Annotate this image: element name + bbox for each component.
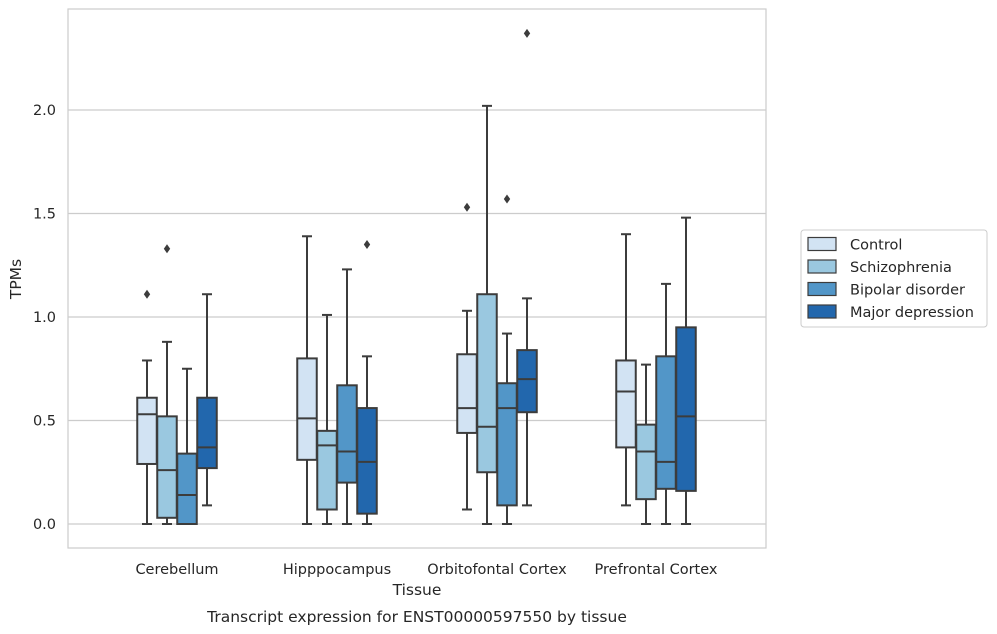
outlier-marker <box>163 244 171 254</box>
box-group <box>496 194 518 525</box>
box <box>196 396 218 470</box>
x-tick-label: Prefrontal Cortex <box>595 562 718 578</box>
box-group <box>196 293 218 507</box>
x-axis-label: Tissue <box>392 581 442 599</box>
box-group <box>296 235 318 525</box>
plot-frame <box>67 8 767 549</box>
legend-label: Major depression <box>850 305 974 321</box>
box-group <box>316 313 338 525</box>
outlier-marker <box>143 289 151 299</box>
box-group <box>635 363 657 525</box>
legend-items: Control Schizophrenia Bipolar disorder Majo… <box>807 236 974 321</box>
outlier-marker <box>503 194 511 204</box>
outlier-marker <box>523 28 531 38</box>
legend-label: Bipolar disorder <box>850 283 965 299</box>
y-axis-label: TPMs <box>7 259 25 300</box>
box <box>516 349 538 414</box>
box <box>176 452 198 525</box>
box <box>296 357 318 461</box>
box <box>156 415 178 519</box>
box-group <box>156 244 178 525</box>
box <box>496 382 518 507</box>
box-group <box>675 216 697 525</box>
y-tick-label: 2.0 <box>33 103 56 119</box>
box-group <box>336 268 358 525</box>
box-group <box>516 28 538 507</box>
x-tick-label: Cerebellum <box>135 562 218 578</box>
legend-swatch <box>807 259 837 274</box>
box <box>675 326 697 492</box>
y-tick-label: 0.0 <box>33 517 56 533</box>
outlier-marker <box>463 202 471 212</box>
x-tick-label: Hipppocampus <box>283 562 391 578</box>
box-group <box>136 289 158 525</box>
box <box>456 353 478 434</box>
box <box>356 407 378 515</box>
box-plots <box>136 28 697 525</box>
legend-swatch <box>807 304 837 319</box>
y-tick-label: 1.0 <box>33 310 56 326</box>
box-group <box>615 233 637 507</box>
figure-caption: Transcript expression for ENST0000059755… <box>206 608 627 626</box>
box <box>336 384 358 484</box>
box-group <box>176 367 198 525</box>
box-group <box>476 104 498 525</box>
x-tick-labels: Cerebellum Hipppocampus Orbitofontal Corte… <box>135 562 717 578</box>
legend-swatch <box>807 236 837 252</box>
box <box>615 359 637 449</box>
y-tick-labels: 0.0 0.5 1.0 1.5 2.0 <box>33 103 56 533</box>
legend: Control Schizophrenia Bipolar disorder Majo… <box>800 229 988 328</box>
y-tick-label: 1.5 <box>33 207 56 223</box>
box <box>655 355 677 490</box>
legend-swatch <box>807 281 837 297</box>
legend-frame <box>800 229 988 328</box>
box <box>136 396 158 465</box>
box <box>316 429 338 511</box>
legend-label: Control <box>850 238 902 254</box>
x-tick-label: Orbitofontal Cortex <box>427 562 567 578</box>
box-group <box>456 202 478 511</box>
box-group <box>356 240 378 525</box>
box-group <box>655 282 677 525</box>
y-tick-label: 0.5 <box>33 414 56 430</box>
box <box>476 293 498 474</box>
outlier-marker <box>363 240 371 250</box>
legend-label: Schizophrenia <box>850 260 952 276</box>
box <box>635 423 657 501</box>
